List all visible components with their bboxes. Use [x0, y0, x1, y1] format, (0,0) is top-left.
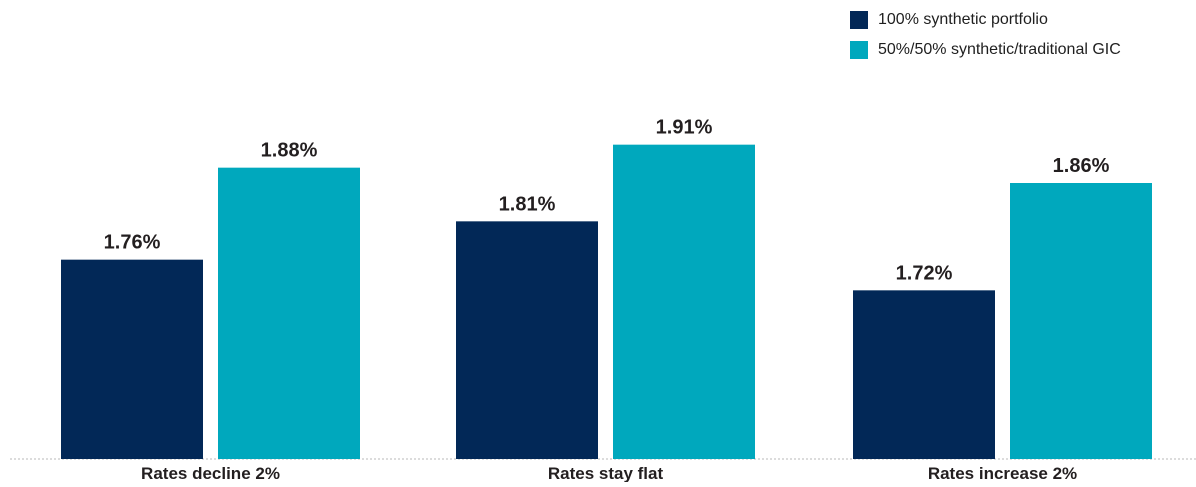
value-label-blended-2: 1.86% — [1053, 155, 1110, 177]
legend-item-blended: 50%/50% synthetic/traditional GIC — [850, 38, 1190, 62]
category-label-1: Rates stay flat — [548, 464, 664, 482]
bar-synthetic-1 — [456, 221, 598, 459]
value-label-blended-0: 1.88% — [261, 140, 318, 162]
value-labels-group: 1.76% 1.88% 1.81% 1.91% 1.72% 1.86% — [104, 117, 1110, 285]
legend-swatch-synthetic — [850, 11, 868, 29]
bar-synthetic-2 — [853, 290, 995, 459]
value-label-synthetic-1: 1.81% — [499, 193, 556, 215]
bars-group — [61, 144, 1152, 459]
legend-item-synthetic: 100% synthetic portfolio — [850, 8, 1190, 32]
value-label-blended-1: 1.91% — [656, 117, 713, 139]
bar-blended-1 — [613, 144, 755, 459]
category-label-2: Rates increase 2% — [928, 464, 1077, 482]
legend-swatch-blended — [850, 41, 868, 59]
bar-synthetic-0 — [61, 259, 203, 459]
legend-label-blended: 50%/50% synthetic/traditional GIC — [878, 41, 1121, 58]
bar-blended-0 — [218, 167, 360, 459]
bar-blended-2 — [1010, 183, 1152, 459]
legend: 100% synthetic portfolio 50%/50% synthet… — [850, 8, 1190, 68]
value-label-synthetic-2: 1.72% — [896, 262, 953, 284]
category-labels-group: Rates decline 2% Rates stay flat Rates inc… — [141, 464, 1077, 483]
value-label-synthetic-0: 1.76% — [104, 232, 161, 254]
legend-label-synthetic: 100% synthetic portfolio — [878, 11, 1048, 28]
category-label-0: Rates decline 2% — [141, 464, 280, 482]
